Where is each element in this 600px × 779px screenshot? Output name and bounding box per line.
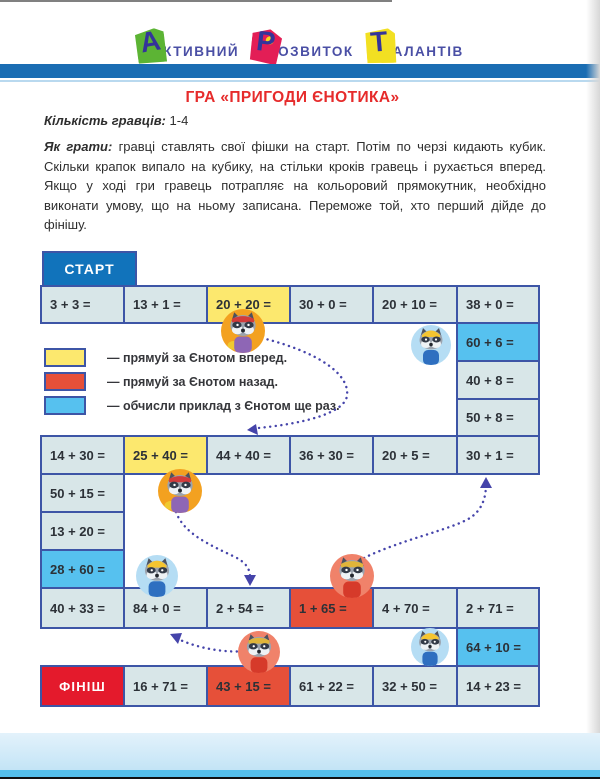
legend-swatch-red: [44, 372, 86, 391]
header-divider-subline: [0, 80, 600, 82]
board-cell-plain: 14 + 23 =: [456, 665, 540, 707]
board-cell-plain: 16 + 71 =: [123, 665, 208, 707]
board-cell-plain: 20 + 5 =: [372, 435, 458, 475]
logo-word-rest: ктивний: [163, 44, 240, 59]
how-to-play-text: гравці ставлять свої фішки на старт. Пот…: [44, 139, 546, 232]
board-cell-plain: 36 + 30 =: [289, 435, 374, 475]
dotted-arrow-forward-2: [174, 510, 252, 579]
raccoon-marker-back: [238, 631, 280, 673]
header-divider-bar: [0, 64, 600, 78]
logo-initial: Т: [368, 25, 389, 58]
board-cell-plain: 32 + 50 =: [372, 665, 458, 707]
start-cell: СТАРТ: [42, 251, 137, 287]
dotted-arrow-back-1: [362, 482, 488, 560]
board-cell-plain: 40 + 8 =: [456, 360, 540, 400]
page-title: ГРА «ПРИГОДИ ЄНОТИКА»: [185, 89, 400, 106]
legend-text: — прямуй за Єнотом назад.: [107, 374, 278, 389]
footer-stripe: [0, 770, 600, 777]
board-cell-plain: 40 + 33 =: [40, 587, 125, 629]
raccoon-marker-again: [411, 628, 449, 666]
raccoon-marker-forward: [221, 309, 265, 353]
footer-band: [0, 733, 600, 770]
board-cell-plain: 38 + 0 =: [456, 285, 540, 324]
logo-word-rest: алантів: [392, 44, 464, 59]
logo-tile-crimson: Р: [249, 27, 283, 65]
board-cell-plain: 30 + 1 =: [456, 435, 540, 475]
board-cell-plain: 20 + 10 =: [372, 285, 458, 324]
logo-word-rest: озвиток: [278, 44, 354, 59]
board-cell-blue: 64 + 10 =: [456, 627, 540, 667]
board-cell-blue: 60 + 6 =: [456, 322, 540, 362]
how-to-play-label: Як грати:: [44, 139, 113, 154]
board-cell-plain: 14 + 30 =: [40, 435, 125, 475]
legend-swatch-blue: [44, 396, 86, 415]
board-cell-blue: 28 + 60 =: [40, 549, 125, 589]
board-cell-plain: 13 + 1 =: [123, 285, 208, 324]
legend-text: — прямуй за Єнотом вперед.: [107, 350, 288, 365]
logo-word-3: Т алантів: [366, 29, 464, 64]
arrowhead: [247, 424, 258, 435]
arrowhead: [244, 575, 256, 586]
arrowhead: [480, 477, 492, 488]
legend: — прямуй за Єнотом вперед. — прямуй за Є…: [44, 348, 340, 420]
board-cell-plain: 13 + 20 =: [40, 511, 125, 551]
raccoon-marker-again: [411, 325, 451, 365]
page-edge-shadow: [586, 0, 600, 733]
legend-swatch-yellow: [44, 348, 86, 367]
raccoon-marker-back: [330, 554, 374, 598]
players-count-line: Кількість гравців: 1-4: [44, 113, 188, 128]
scan-edge-line: [0, 0, 392, 2]
logo-word-2: Р озвиток: [251, 29, 354, 64]
players-value: 1-4: [169, 113, 189, 128]
legend-item-forward: — прямуй за Єнотом вперед.: [44, 348, 340, 367]
board-cell-yellow: 25 + 40 =: [123, 435, 208, 475]
how-to-play-paragraph: Як грати: гравці ставлять свої фішки на …: [44, 137, 546, 235]
footer-scan-line: [0, 777, 600, 779]
board-cell-plain: 2 + 54 =: [206, 587, 291, 629]
raccoon-marker-forward: [158, 469, 202, 513]
arrowhead: [170, 633, 182, 644]
board-cell-plain: 3 + 3 =: [40, 285, 125, 324]
board-cell-plain: 2 + 71 =: [456, 587, 540, 629]
logo-initial: Р: [254, 24, 278, 58]
board-cell-plain: 50 + 15 =: [40, 473, 125, 513]
board-cell-red: 43 + 15 =: [206, 665, 291, 707]
legend-text: — обчисли приклад з Єнотом ще раз.: [107, 398, 340, 413]
brand-logo: А ктивний Р озвиток Т алантів: [0, 12, 600, 64]
raccoon-marker-again: [136, 555, 178, 597]
players-label: Кількість гравців:: [44, 113, 166, 128]
logo-word-1: А ктивний: [136, 29, 239, 64]
board-cell-plain: 50 + 8 =: [456, 398, 540, 437]
board-cell-plain: 61 + 22 =: [289, 665, 374, 707]
legend-item-back: — прямуй за Єнотом назад.: [44, 372, 340, 391]
finish-cell: ФІНІШ: [40, 665, 125, 707]
legend-item-again: — обчисли приклад з Єнотом ще раз.: [44, 396, 340, 415]
board-cell-plain: 4 + 70 =: [372, 587, 458, 629]
logo-initial: А: [137, 24, 164, 59]
logo-tile-yellow: Т: [364, 28, 397, 65]
board-cell-plain: 44 + 40 =: [206, 435, 291, 475]
board-cell-plain: 30 + 0 =: [289, 285, 374, 324]
logo-tile-green: А: [133, 27, 169, 67]
